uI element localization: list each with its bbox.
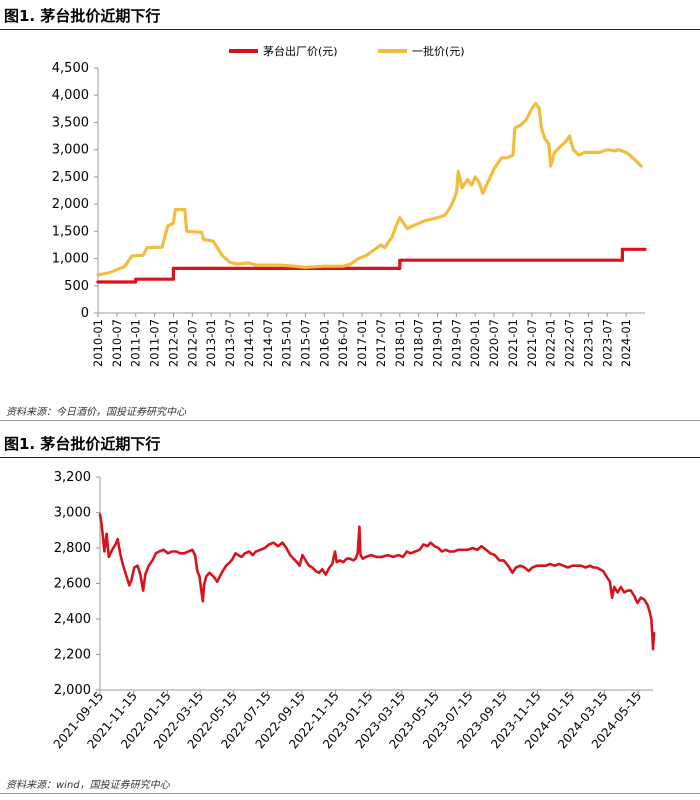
source-note-2: 资料来源：wind，国投证券研究中心 [6,780,170,791]
x-tick-label: 2016-01 [317,319,331,367]
legend-label-factory-price: 茅台出厂价(元) [263,44,338,58]
legend-label-wholesale-price: 一批价(元) [412,44,465,58]
series-line-2-0 [98,512,656,651]
series-line-1-0 [96,247,647,284]
y-tick-label: 2,500 [52,170,89,185]
x-tick-label: 2012-07 [185,319,199,367]
title-rule-1 [0,29,700,30]
y-tick-label: 4,500 [52,61,89,76]
x-tick-label: 2021-07 [525,319,539,367]
x-tick-label: 2018-07 [412,319,426,367]
x-tick-label: 2022-07 [563,319,577,367]
figure-title-1: 图1. 茅台批价近期下行 [4,7,161,25]
series-2 [98,512,656,651]
y-tick-label: 3,500 [52,115,89,130]
y-tick-label: 1,000 [52,252,89,267]
x-tick-label: 2021-01 [506,319,520,367]
axes-2: 3,2003,0002,8002,6002,4002,2002,0002021-… [51,470,653,751]
x-tick-label: 2016-07 [336,319,350,367]
y-tick-label: 2,800 [54,541,91,556]
x-tick-label: 2010-01 [91,319,105,367]
chart-2: 3,2003,0002,8002,6002,4002,2002,0002021-… [51,470,656,751]
x-tick-label: 2013-07 [223,319,237,367]
source-rule-2 [0,793,700,794]
title-rule-2 [0,457,700,458]
x-tick-label: 2011-01 [129,319,143,367]
x-tick-label: 2017-01 [355,319,369,367]
y-tick-label: 3,000 [54,506,91,521]
x-tick-label: 2013-01 [204,319,218,367]
x-tick-label: 2012-01 [166,319,180,367]
y-tick-label: 2,600 [54,577,91,592]
x-tick-label: 2010-07 [110,319,124,367]
x-tick-label: 2017-07 [374,319,388,367]
y-tick-label: 0 [81,306,89,321]
x-tick-label: 2020-07 [487,319,501,367]
y-tick-label: 2,200 [54,648,91,663]
y-tick-label: 2,000 [52,197,89,212]
x-tick-label: 2023-07 [600,319,614,367]
x-tick-label: 2015-01 [280,319,294,367]
y-tick-label: 2,400 [54,612,91,627]
legend-1: 茅台出厂价(元) 一批价(元) [229,44,465,58]
x-tick-label: 2019-01 [431,319,445,367]
x-tick-label: 2022-01 [544,319,558,367]
x-tick-label: 2014-01 [242,319,256,367]
x-tick-label: 2019-07 [449,319,463,367]
series-1 [96,101,647,284]
figure-title-2: 图1. 茅台批价近期下行 [4,435,161,453]
y-tick-label: 3,000 [52,143,89,158]
series-line-1-1 [96,101,643,277]
y-tick-label: 3,200 [54,470,91,485]
x-tick-label: 2024-01 [619,319,633,367]
x-tick-label: 2015-07 [298,319,312,367]
source-rule-1 [0,420,700,421]
x-tick-label: 2011-07 [148,319,162,367]
y-tick-label: 2,000 [54,683,91,698]
x-tick-label: 2023-01 [581,319,595,367]
chart-1: 茅台出厂价(元) 一批价(元) 4,500 4,000 3,500 3,000 2,50… [52,44,647,367]
axes-1: 4,500 4,000 3,500 3,000 2,500 2,000 1,500 1,000… [52,61,645,367]
x-tick-label: 2014-07 [261,319,275,367]
x-tick-label: 2018-01 [393,319,407,367]
y-tick-label: 500 [64,279,89,294]
x-tick-label: 2020-01 [468,319,482,367]
y-tick-label: 1,500 [52,224,89,239]
source-note-1: 资料来源：今日酒价，国投证券研究中心 [6,407,186,418]
y-tick-label: 4,000 [52,88,89,103]
